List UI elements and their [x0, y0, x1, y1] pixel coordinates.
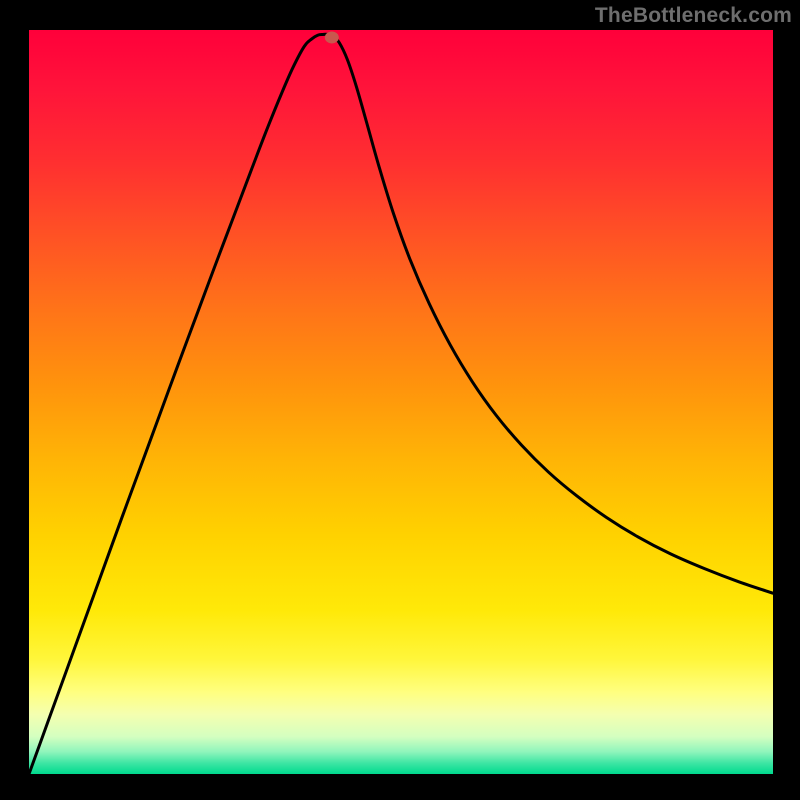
watermark-text: TheBottleneck.com [595, 4, 792, 28]
bottleneck-curve [29, 34, 773, 774]
minimum-marker [325, 31, 339, 43]
curve-layer [29, 30, 773, 774]
bottleneck-chart: TheBottleneck.com [0, 0, 800, 800]
plot-area [29, 30, 773, 774]
